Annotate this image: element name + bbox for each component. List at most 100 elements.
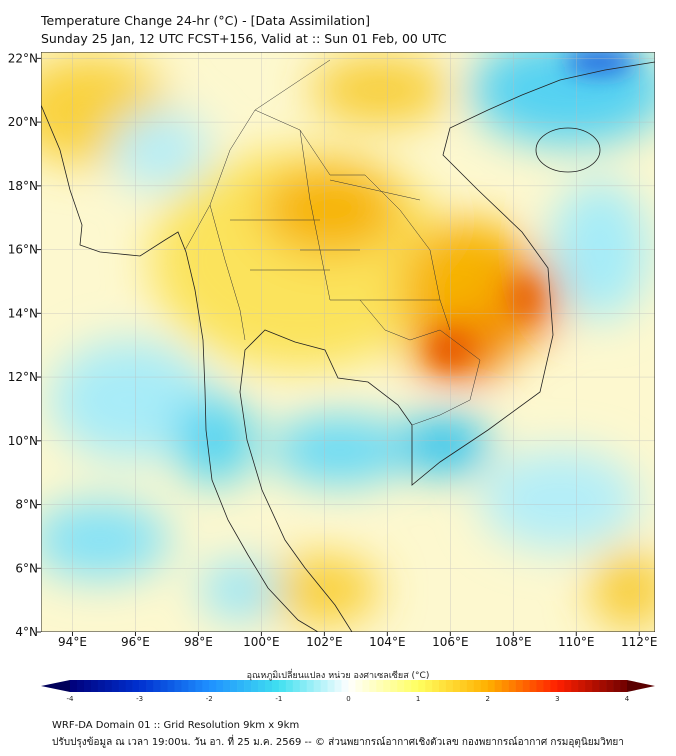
colorbar-tick-label: 1	[416, 695, 420, 703]
colorbar-cell	[578, 680, 586, 692]
colorbar-cell	[348, 680, 356, 692]
colorbar-cell	[327, 680, 335, 692]
colorbar-cell	[264, 680, 273, 692]
colorbar-cell	[132, 680, 140, 692]
colorbar-cell	[216, 680, 224, 692]
colorbar-cell	[244, 680, 252, 692]
colorbar-cell	[606, 680, 614, 692]
colorbar-cell	[376, 680, 384, 692]
colorbar-cell	[411, 680, 419, 692]
colorbar-tick-label: 2	[486, 695, 490, 703]
lon-tick-label: 112°E	[621, 635, 658, 649]
colorbar-cell	[494, 680, 502, 692]
colorbar-cell	[188, 680, 196, 692]
colorbar-cell	[341, 680, 349, 692]
lon-tick-label: 102°E	[306, 635, 343, 649]
colorbar-cell	[404, 680, 412, 692]
lon-tick-label: 108°E	[495, 635, 532, 649]
footer-model-info: WRF-DA Domain 01 :: Grid Resolution 9km …	[52, 720, 300, 731]
colorbar-tick-label: 3	[555, 695, 559, 703]
colorbar-cell	[174, 680, 182, 692]
colorbar-cell	[334, 680, 342, 692]
colorbar-cell	[257, 680, 266, 692]
colorbar-cell	[425, 680, 433, 692]
axis-labels: 94°E 96°E 98°E 100°E 102°E 104°E 106°E 108°E 110…	[8, 51, 658, 649]
colorbar-tick-label: 4	[625, 695, 630, 703]
colorbar-cell	[599, 680, 607, 692]
colorbar-cell	[125, 680, 133, 692]
lat-tick-label: 8°N	[15, 498, 38, 512]
colorbar-tick-label: -2	[206, 695, 213, 703]
colorbar-cell	[97, 680, 106, 692]
lat-tick-label: 16°N	[8, 243, 38, 257]
colorbar-cell	[571, 680, 579, 692]
colorbar-cell	[564, 680, 572, 692]
lon-tick-label: 100°E	[243, 635, 280, 649]
colorbar-cell	[160, 680, 168, 692]
colorbar-cell	[223, 680, 231, 692]
colorbar-cell	[418, 680, 426, 692]
colorbar-cell	[550, 680, 558, 692]
colorbar-cell	[480, 680, 489, 692]
colorbar-cell	[613, 680, 621, 692]
colorbar-cell	[104, 680, 113, 692]
colorbar-cell	[209, 680, 217, 692]
graticule	[41, 52, 655, 632]
colorbar-cell	[299, 680, 308, 692]
colorbar-cell	[452, 680, 461, 692]
footer-credit: ปรับปรุงข้อมูล ณ เวลา 19:00น. วัน อา. ที…	[52, 737, 624, 748]
lat-tick-label: 10°N	[8, 434, 38, 448]
colorbar-cell	[146, 680, 154, 692]
lat-tick-label: 4°N	[15, 625, 38, 639]
colorbar-cell	[508, 680, 516, 692]
colorbar-cell	[543, 680, 551, 692]
colorbar: -4 -3 -2 -1 0 1 2 3 4	[41, 680, 655, 703]
lon-tick-label: 94°E	[58, 635, 87, 649]
colorbar-cell	[620, 680, 628, 692]
colorbar-cell	[70, 680, 78, 692]
colorbar-tick-label: 0	[346, 695, 350, 703]
colorbar-cell	[383, 680, 391, 692]
lat-tick-label: 22°N	[8, 51, 38, 65]
colorbar-cell	[285, 680, 294, 692]
colorbar-cell	[501, 680, 509, 692]
colorbar-cell	[76, 680, 85, 692]
colorbar-cell	[111, 680, 120, 692]
colorbar-tick-label: -4	[67, 695, 75, 703]
colorbar-cell	[585, 680, 593, 692]
coastlines	[41, 52, 655, 632]
lon-tick-label: 96°E	[121, 635, 150, 649]
colorbar-cell	[466, 680, 475, 692]
colorbar-cell	[83, 680, 92, 692]
colorbar-label: อุณหภูมิเปลี่ยนแปลง หน่วย องศาเซลเซียส (…	[246, 671, 430, 681]
colorbar-cell	[320, 680, 328, 692]
colorbar-cell	[181, 680, 189, 692]
colorbar-cell	[195, 680, 203, 692]
colorbar-cell	[139, 680, 147, 692]
colorbar-cell	[237, 680, 245, 692]
colorbar-cell	[557, 680, 565, 692]
colorbar-min-extend	[41, 680, 70, 692]
colorbar-cell	[529, 680, 537, 692]
lon-tick-label: 98°E	[184, 635, 213, 649]
map-subtitle: Sunday 25 Jan, 12 UTC FCST+156, Valid at…	[41, 31, 447, 46]
lat-tick-label: 14°N	[8, 306, 38, 320]
colorbar-cell	[487, 680, 496, 692]
colorbar-cell	[292, 680, 301, 692]
colorbar-cell	[432, 680, 440, 692]
colorbar-cell	[397, 680, 405, 692]
borders	[184, 59, 481, 426]
colorbar-cell	[306, 680, 314, 692]
colorbar-cell	[251, 680, 259, 692]
colorbar-cell	[445, 680, 454, 692]
colorbar-cell	[118, 680, 126, 692]
colorbar-cell	[230, 680, 238, 692]
colorbar-cell	[202, 680, 210, 692]
colorbar-cell	[355, 680, 363, 692]
colorbar-cell	[278, 680, 287, 692]
lat-tick-label: 18°N	[8, 179, 38, 193]
colorbar-cell	[271, 680, 280, 692]
colorbar-cell	[313, 680, 321, 692]
map-title: Temperature Change 24-hr (°C) - [Data As…	[41, 13, 370, 28]
